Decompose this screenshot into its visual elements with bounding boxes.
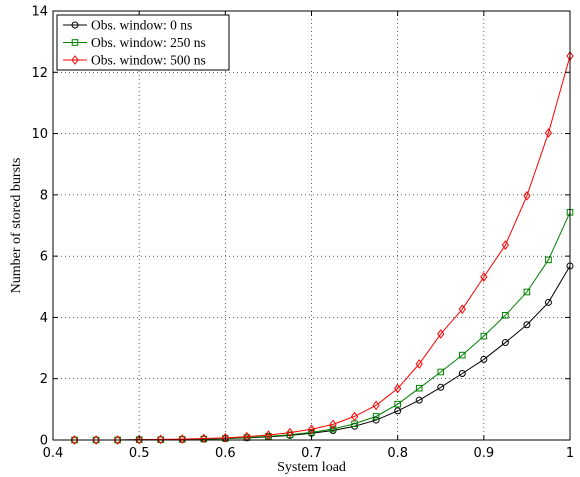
data-point <box>523 190 531 201</box>
data-point <box>221 433 229 443</box>
data-point <box>329 419 337 430</box>
series-layer <box>70 51 574 445</box>
y-tick-label: 4 <box>40 311 48 326</box>
legend-label: Obs. window: 500 ns <box>91 53 206 68</box>
data-point <box>480 332 488 340</box>
series-line <box>74 55 571 441</box>
legend: Obs. window: 0 ns Obs. window: 250 ns Obs.… <box>56 14 230 71</box>
data-point <box>286 431 294 439</box>
data-point <box>70 435 79 445</box>
data-point <box>178 434 186 444</box>
legend-marker <box>71 39 79 46</box>
data-point <box>394 407 402 415</box>
data-point <box>501 339 509 347</box>
y-axis-label: Number of stored bursts <box>9 158 24 294</box>
data-point <box>544 298 552 306</box>
legend-marker <box>71 21 79 29</box>
legend-marker <box>71 55 79 65</box>
y-tick-label: 10 <box>31 127 48 142</box>
y-tick-label: 12 <box>31 66 48 81</box>
data-point <box>415 359 423 369</box>
data-point <box>458 370 466 378</box>
data-point <box>135 434 143 445</box>
y-tick-label: 8 <box>40 188 48 203</box>
series-line <box>74 212 571 441</box>
x-tick-label: 0.8 <box>387 446 408 461</box>
y-tick-label: 6 <box>40 250 48 265</box>
x-axis-label: System load <box>277 460 346 475</box>
data-point <box>437 383 445 391</box>
grid-lines <box>53 11 570 440</box>
data-point <box>394 383 402 394</box>
y-tick-label: 14 <box>31 5 48 20</box>
legend-item: Obs. window: 500 ns <box>63 53 206 68</box>
y-tick-label: 2 <box>40 372 48 387</box>
data-point <box>243 431 251 442</box>
x-tick-label: 1 <box>566 446 574 461</box>
data-point <box>329 425 337 433</box>
data-point <box>157 434 165 445</box>
data-point <box>350 411 359 422</box>
data-point <box>307 424 316 435</box>
x-tick-label: 0.5 <box>129 446 150 461</box>
data-point <box>415 384 423 392</box>
data-point <box>437 329 445 339</box>
data-point <box>523 288 531 296</box>
data-point <box>501 240 509 250</box>
series-3 <box>70 51 574 445</box>
data-point <box>437 368 445 376</box>
data-point <box>114 435 122 445</box>
data-point <box>523 321 531 329</box>
legend-item: Obs. window: 0 ns <box>63 18 192 33</box>
x-tick-label: 0.7 <box>301 446 322 461</box>
data-point <box>480 272 488 282</box>
series-1 <box>71 262 574 444</box>
legend-label: Obs. window: 0 ns <box>91 18 192 33</box>
data-point <box>394 400 401 408</box>
data-point <box>372 400 380 411</box>
data-point <box>286 427 294 438</box>
data-point <box>200 433 208 444</box>
data-point <box>545 256 552 264</box>
data-point <box>372 416 380 424</box>
data-point <box>458 351 466 359</box>
data-point <box>480 355 488 363</box>
legend-label: Obs. window: 250 ns <box>91 35 206 50</box>
legend-item: Obs. window: 250 ns <box>63 35 206 50</box>
series-2 <box>71 209 574 444</box>
x-tick-label: 0.9 <box>473 446 494 461</box>
data-point <box>92 435 100 445</box>
data-point <box>372 413 380 420</box>
x-tick-label: 0.4 <box>43 446 64 461</box>
series-line <box>74 265 571 441</box>
data-point <box>502 311 509 319</box>
data-point <box>415 396 423 404</box>
x-tick-label: 0.6 <box>215 446 236 461</box>
data-point <box>264 430 273 440</box>
data-point <box>458 304 466 314</box>
data-point <box>544 128 553 138</box>
y-tick-label: 0 <box>40 434 48 449</box>
